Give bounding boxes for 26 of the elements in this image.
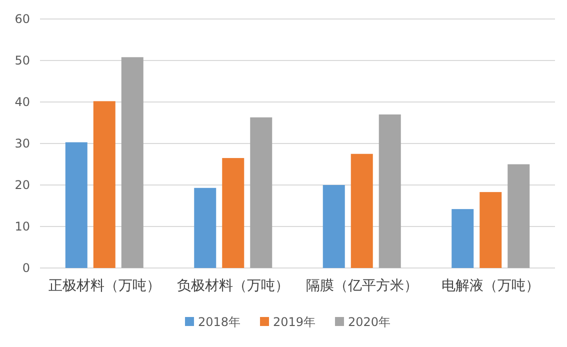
y-tick-label: 60 — [14, 12, 30, 26]
y-tick-label: 40 — [14, 95, 30, 109]
bar — [121, 57, 144, 268]
bar — [480, 192, 502, 268]
bar — [93, 101, 116, 268]
y-tick-label: 50 — [14, 54, 30, 68]
bar — [222, 158, 244, 268]
bar — [322, 185, 345, 268]
y-tick-label: 10 — [14, 220, 30, 234]
bar — [452, 209, 474, 268]
legend-label: 2020年 — [348, 315, 391, 329]
y-tick-label: 30 — [14, 136, 30, 150]
bar — [250, 117, 272, 268]
y-tick-label: 20 — [14, 178, 30, 192]
bar — [65, 142, 88, 268]
legend-label: 2019年 — [273, 315, 316, 329]
bar — [350, 154, 373, 268]
bar — [378, 114, 401, 268]
x-tick-label: 正极材料（万吨） — [48, 278, 160, 294]
x-tick-label: 负极材料（万吨） — [177, 278, 290, 294]
x-tick-label: 电解液（万吨） — [442, 278, 540, 294]
bar — [508, 164, 530, 268]
x-tick-label: 隔膜（亿平方米） — [306, 278, 418, 294]
y-tick-label: 0 — [22, 261, 30, 275]
bar — [194, 188, 216, 268]
legend-label: 2018年 — [198, 315, 241, 329]
